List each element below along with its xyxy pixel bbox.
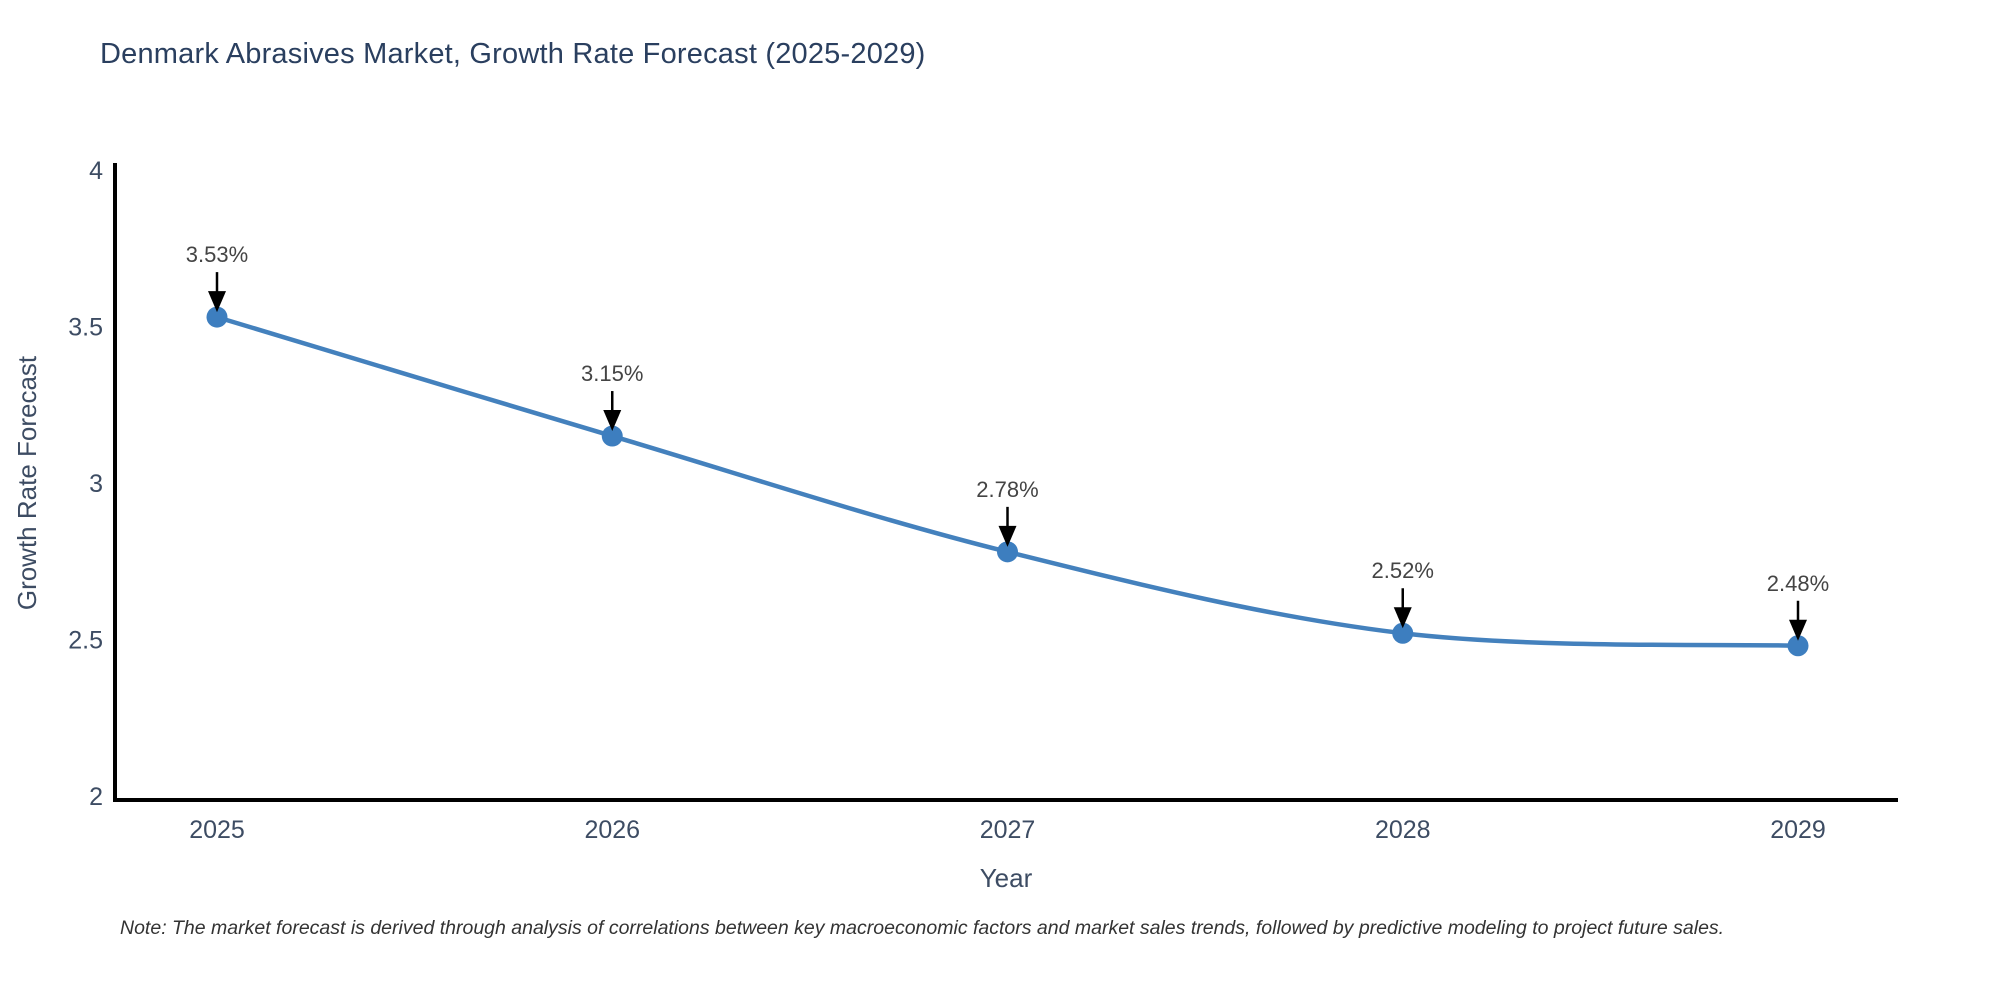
data-point — [1787, 635, 1809, 657]
point-label: 2.48% — [1767, 571, 1829, 596]
point-label: 2.78% — [976, 477, 1038, 502]
y-tick-label: 3.5 — [68, 314, 103, 342]
annotation-arrowhead — [1393, 607, 1412, 629]
chart-title: Denmark Abrasives Market, Growth Rate Fo… — [100, 38, 926, 70]
annotation-arrowhead — [998, 525, 1017, 547]
x-tick-label: 2027 — [980, 816, 1036, 844]
annotation-arrowhead — [603, 410, 622, 432]
x-axis-title: Year — [980, 863, 1033, 893]
y-tick-label: 2.5 — [68, 627, 103, 655]
data-point — [1392, 622, 1414, 644]
x-tick-label: 2026 — [584, 816, 640, 844]
point-label: 2.52% — [1372, 558, 1434, 583]
annotation-arrowhead — [208, 291, 226, 313]
data-point — [206, 306, 228, 328]
point-label: 3.53% — [186, 242, 248, 267]
data-point — [997, 541, 1018, 563]
y-tick-label: 4 — [89, 157, 103, 185]
point-label: 3.15% — [581, 361, 643, 386]
y-tick-label: 3 — [89, 470, 103, 498]
y-tick-label: 2 — [89, 783, 103, 811]
data-point — [601, 425, 623, 447]
y-axis-title: Growth Rate Forecast — [12, 355, 42, 610]
x-tick-label: 2025 — [189, 816, 245, 844]
annotation-arrowhead — [1789, 619, 1807, 641]
x-tick-label: 2028 — [1375, 816, 1431, 844]
x-tick-label: 2029 — [1770, 816, 1826, 844]
footnote: Note: The market forecast is derived thr… — [120, 917, 1725, 939]
